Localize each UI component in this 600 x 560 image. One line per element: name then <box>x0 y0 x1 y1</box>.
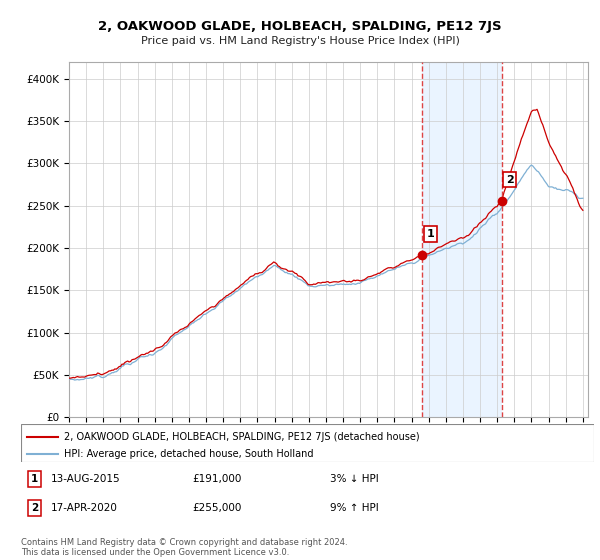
Text: HPI: Average price, detached house, South Holland: HPI: Average price, detached house, Sout… <box>64 449 313 459</box>
Text: 2: 2 <box>31 503 38 513</box>
Text: 3% ↓ HPI: 3% ↓ HPI <box>330 474 379 484</box>
Bar <box>422 62 502 417</box>
Text: 1: 1 <box>31 474 38 484</box>
Text: 2, OAKWOOD GLADE, HOLBEACH, SPALDING, PE12 7JS: 2, OAKWOOD GLADE, HOLBEACH, SPALDING, PE… <box>98 20 502 32</box>
Text: 2, OAKWOOD GLADE, HOLBEACH, SPALDING, PE12 7JS (detached house): 2, OAKWOOD GLADE, HOLBEACH, SPALDING, PE… <box>64 432 419 442</box>
Text: £191,000: £191,000 <box>192 474 241 484</box>
Text: 2: 2 <box>506 175 514 185</box>
Text: 17-APR-2020: 17-APR-2020 <box>51 503 118 513</box>
Text: 13-AUG-2015: 13-AUG-2015 <box>51 474 121 484</box>
Text: 1: 1 <box>427 229 434 239</box>
Text: £255,000: £255,000 <box>192 503 241 513</box>
Text: Price paid vs. HM Land Registry's House Price Index (HPI): Price paid vs. HM Land Registry's House … <box>140 36 460 46</box>
Text: Contains HM Land Registry data © Crown copyright and database right 2024.
This d: Contains HM Land Registry data © Crown c… <box>21 538 347 557</box>
Text: 9% ↑ HPI: 9% ↑ HPI <box>330 503 379 513</box>
